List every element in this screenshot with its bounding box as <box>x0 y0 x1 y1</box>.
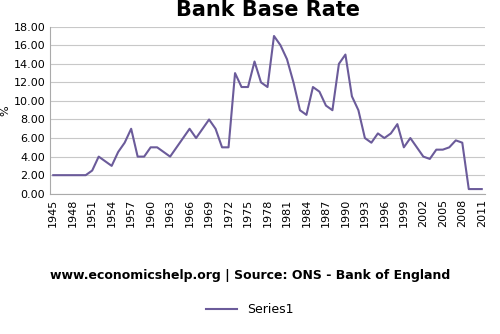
Series1 <box>245 85 251 89</box>
Series1 <box>226 145 232 149</box>
Series1 <box>446 145 452 149</box>
Series1 <box>50 173 56 177</box>
Series1 <box>102 159 108 163</box>
Series1 <box>271 34 277 38</box>
Series1 <box>382 136 388 140</box>
Legend: Series1: Series1 <box>201 298 299 321</box>
Title: Bank Base Rate: Bank Base Rate <box>176 0 360 20</box>
Series1 <box>479 187 485 191</box>
Series1 <box>466 187 472 191</box>
Text: www.economicshelp.org | Source: ONS - Bank of England: www.economicshelp.org | Source: ONS - Ba… <box>50 269 450 282</box>
Y-axis label: %: % <box>0 105 10 116</box>
Series1 <box>82 173 88 177</box>
Line: Series1: Series1 <box>53 36 482 189</box>
